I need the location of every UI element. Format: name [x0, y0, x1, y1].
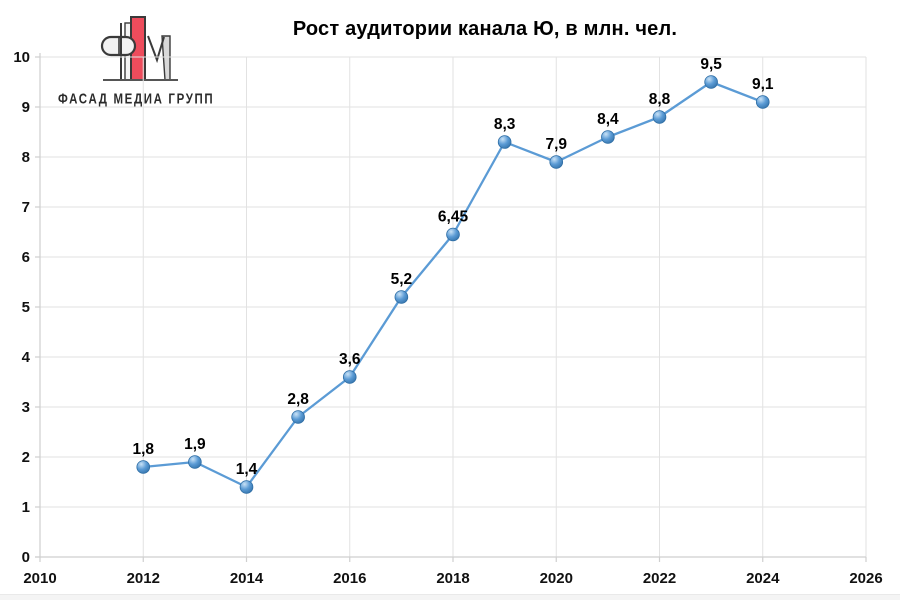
data-point-marker: [755, 95, 770, 109]
data-point-label: 6,45: [438, 209, 469, 226]
y-tick-label: 5: [22, 299, 30, 316]
data-point-marker: [342, 370, 357, 384]
y-tick-label: 3: [22, 399, 30, 416]
x-tick-label: 2024: [746, 570, 780, 587]
data-point-label: 5,2: [391, 271, 413, 288]
y-tick-label: 4: [22, 349, 31, 366]
data-point-label: 2,8: [287, 391, 309, 408]
data-point-label: 8,3: [494, 116, 516, 133]
x-tick-label: 2012: [127, 570, 160, 587]
data-point-marker: [291, 410, 305, 424]
logo-text: ФАСАД МЕДИА ГРУПП: [58, 89, 215, 107]
data-point-marker: [446, 227, 460, 242]
y-tick-label: 9: [22, 99, 30, 116]
y-tick-label: 7: [22, 199, 30, 216]
data-point-marker: [704, 75, 718, 89]
data-point-label: 9,1: [752, 76, 774, 93]
x-tick-label: 2020: [540, 570, 573, 587]
data-point-label: 1,8: [132, 441, 154, 458]
data-point-label: 9,5: [700, 56, 722, 73]
y-tick-label: 0: [22, 549, 30, 566]
plot-area: 0 1 2 3 4 5 6 7 8 9 10 2010 2012 2014 2016 2018 2020 2022…: [13, 49, 882, 587]
data-point-marker: [239, 480, 254, 494]
x-tick-label: 2026: [849, 570, 882, 587]
company-logo: ФАСАД МЕДИА ГРУПП: [58, 10, 238, 107]
data-point-marker: [136, 460, 151, 474]
y-tick-label: 10: [13, 49, 30, 66]
x-tick-label: 2014: [230, 570, 264, 587]
data-point-label: 3,6: [339, 351, 361, 368]
x-tick-label: 2022: [643, 570, 676, 587]
y-tick-label: 2: [22, 449, 30, 466]
fasad-media-grupp-logo-icon: [100, 16, 178, 81]
data-point-label: 8,8: [649, 91, 671, 108]
data-point-marker: [394, 290, 409, 304]
data-point-marker: [549, 155, 564, 169]
bottom-edge-strip: [0, 594, 900, 600]
data-point-marker: [652, 110, 667, 124]
x-tick-label: 2016: [333, 570, 366, 587]
data-point-marker: [601, 130, 615, 144]
y-tick-label: 1: [22, 499, 30, 516]
y-tick-label: 8: [22, 149, 30, 166]
x-tick-label: 2018: [436, 570, 469, 587]
y-tick-label: 6: [22, 249, 30, 266]
data-point-marker: [188, 455, 202, 469]
data-point-label: 7,9: [545, 136, 567, 153]
data-point-marker: [497, 135, 512, 149]
data-point-label: 1,4: [236, 461, 258, 478]
x-tick-label: 2010: [23, 570, 56, 587]
data-point-label: 8,4: [597, 111, 619, 128]
chart-title: Рост аудитории канала Ю, в млн. чел.: [292, 18, 678, 40]
data-point-label: 1,9: [184, 436, 206, 453]
